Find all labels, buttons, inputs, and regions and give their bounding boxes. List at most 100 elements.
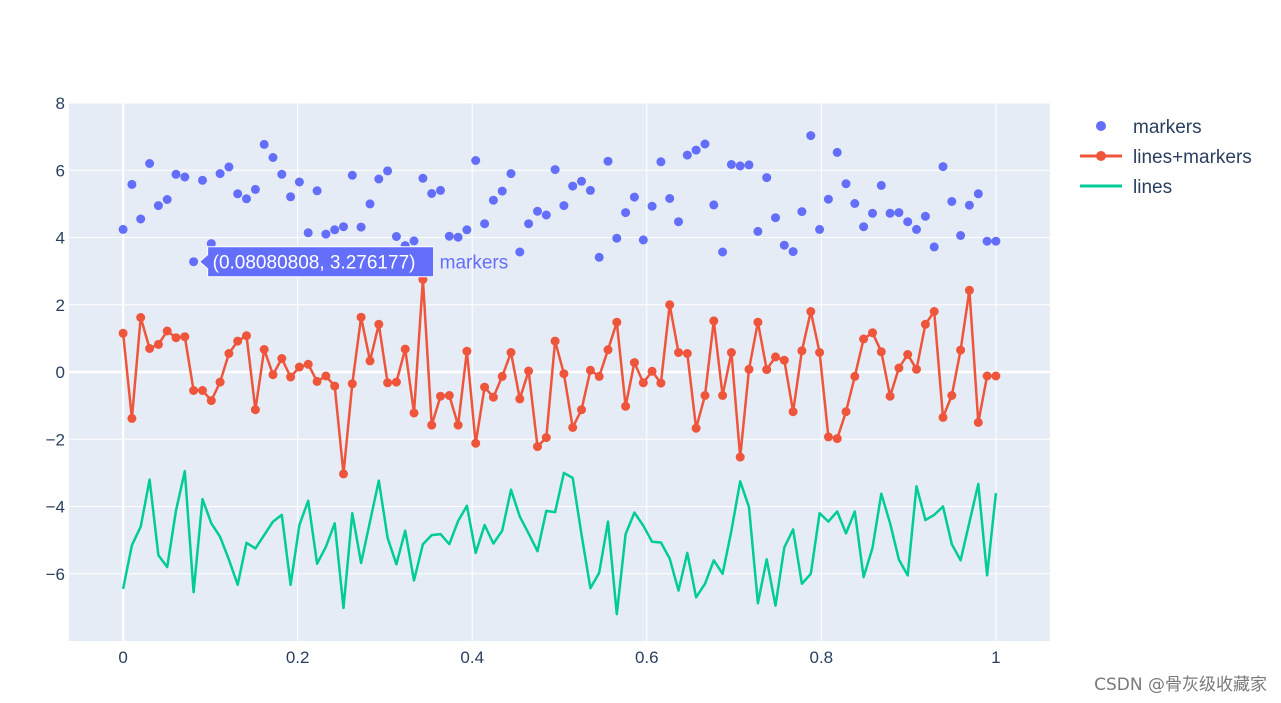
data-point [224,349,234,358]
data-point [947,391,957,400]
data-point [145,344,155,353]
data-point [488,392,498,402]
data-point [771,213,780,223]
data-point [171,333,181,343]
data-point [682,150,692,160]
data-point [321,229,331,239]
data-point [735,452,745,462]
x-tick-label: 0.2 [286,648,310,667]
data-point [294,362,304,372]
data-point [339,469,348,479]
data-point [374,174,384,184]
data-point [427,420,437,430]
data-point [876,347,886,357]
data-point [638,378,648,388]
data-point [894,363,904,373]
data-point [656,378,666,388]
series-markers [118,131,1001,267]
legend-item-lines[interactable]: lines [1080,177,1172,198]
data-point [920,211,930,221]
data-point [585,365,595,375]
data-point [779,355,789,365]
data-point [189,386,199,395]
y-tick-label: −6 [46,565,65,584]
data-point [400,344,410,354]
data-point [365,199,375,209]
legend-marker-icon [1096,151,1106,161]
data-point [153,339,163,349]
data-point [815,224,825,234]
x-tick-label: 0.4 [460,648,484,667]
data-point [409,236,419,246]
y-tick-label: 0 [56,363,65,382]
data-point [859,222,869,232]
data-point [541,210,551,220]
data-point [647,366,657,376]
data-point [383,378,393,388]
data-point [506,348,516,357]
legend-item-lines-markers[interactable]: lines+markers [1080,147,1252,168]
y-tick-label: 2 [56,296,65,315]
data-point [198,386,207,395]
x-axis-ticks: 0 0.2 0.4 0.6 0.8 1 [118,648,1000,667]
data-point [559,201,569,211]
data-point [797,346,807,356]
data-point [321,371,331,381]
data-point [136,214,146,224]
data-point [365,356,375,366]
data-point [409,408,419,418]
data-point [153,201,163,211]
data-point [330,225,340,235]
data-point [118,224,128,234]
data-point [674,217,683,227]
data-point [982,371,992,381]
data-point [462,346,472,356]
legend-item-markers[interactable]: markers [1096,117,1202,138]
data-point [621,208,631,218]
data-point [779,240,789,250]
data-point [700,391,710,400]
data-point [674,348,683,357]
hover-value-text: (0.08080808, 3.276177) [213,253,416,274]
data-point [524,366,534,376]
data-point [559,369,569,379]
data-point [577,405,586,415]
data-point [268,153,278,162]
data-point [665,300,675,310]
data-point [956,345,966,355]
data-point [206,239,216,249]
data-point [929,242,939,252]
data-point [145,159,155,168]
data-point [964,285,974,295]
data-point [938,412,948,422]
data-point [735,161,745,171]
legend[interactable]: markers lines+markers lines [1080,117,1252,198]
data-point [215,377,225,387]
series-line [121,469,998,616]
data-point [127,413,137,423]
data-point [868,328,877,338]
data-point [841,407,851,417]
data-point [709,200,719,210]
data-point [832,147,842,157]
data-point [541,433,551,443]
data-point [250,184,260,194]
data-point [286,192,296,202]
series-lines-markers [118,275,1001,479]
data-point [912,224,921,234]
x-tick-label: 0 [118,648,127,667]
data-point [242,331,251,341]
data-point [180,172,190,182]
watermark: CSDN @骨灰级收藏家 [1094,675,1267,695]
data-point [568,423,578,432]
data-point [391,377,401,387]
data-point [568,181,578,191]
data-point [629,358,639,368]
series-lines [121,469,998,616]
data-point [594,371,604,381]
legend-label: lines [1133,177,1172,198]
data-point [480,219,490,229]
data-point [912,364,921,374]
data-point [198,175,207,185]
